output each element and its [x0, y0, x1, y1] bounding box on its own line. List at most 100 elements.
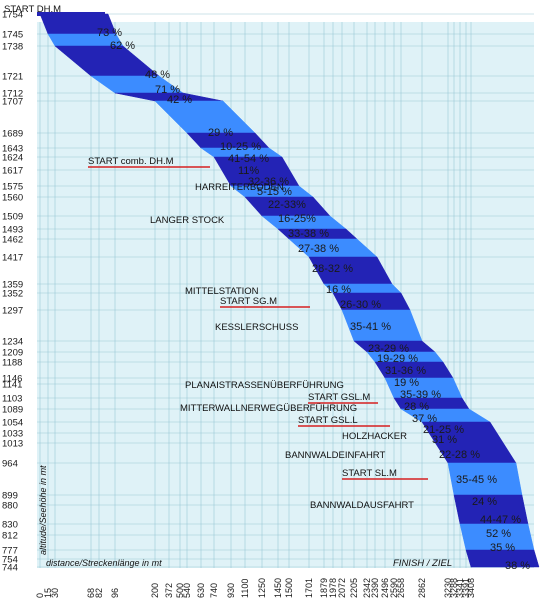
- y-tick-label: 1089: [2, 405, 23, 416]
- x-tick-label: 500: [175, 583, 185, 598]
- y-tick-label: 1103: [2, 394, 22, 405]
- gradient-label: 35-41 %: [350, 321, 391, 333]
- x-tick-label: 2390: [370, 578, 380, 598]
- x-tick-label: 3408: [466, 578, 476, 598]
- place-label: PLANAISTRASSENÜBERFÜHRUNG: [185, 380, 344, 391]
- x-tick-label: 1978: [328, 578, 338, 598]
- start-label: START GSL.L: [298, 415, 358, 426]
- x-tick-label: 740: [209, 583, 219, 598]
- gradient-label: 71 %: [155, 84, 180, 96]
- profile-band: [37, 12, 540, 568]
- x-tick-label: 1450: [273, 578, 283, 598]
- place-label: HARREITERBODEN: [195, 182, 284, 193]
- x-tick-label: 372: [164, 583, 174, 598]
- gradient-label: 62 %: [110, 40, 135, 52]
- x-tick-label: 540: [182, 583, 192, 598]
- y-axis-label: altitude/Seehöhe in mt: [38, 465, 48, 555]
- x-tick-label: 1701: [304, 578, 314, 598]
- start-labels: START DH.M START comb. DH.M START SG.M STAR…: [4, 4, 397, 479]
- y-tick-label: 1707: [2, 97, 23, 108]
- start-label: START SG.M: [220, 296, 277, 307]
- y-tick-label: 1617: [2, 166, 23, 177]
- gradient-label: 48 %: [145, 69, 170, 81]
- y-tick-label: 899: [2, 491, 18, 502]
- x-tick-label: 3391: [461, 578, 471, 598]
- gradient-label: 35-39 %: [400, 389, 441, 401]
- place-label: BANNWALDAUSFAHRT: [310, 500, 414, 511]
- y-tick-label: 1234: [2, 337, 23, 348]
- start-label: START GSL.M: [308, 392, 370, 403]
- y-tick-label: 1188: [2, 358, 22, 369]
- x-tick-label: 0: [35, 593, 45, 598]
- gradient-label: 35 %: [490, 542, 515, 554]
- y-tick-label: 1712: [2, 89, 23, 100]
- x-tick-label: 30: [50, 588, 60, 598]
- y-tick-label: 1146: [2, 374, 22, 385]
- gradient-label: 37 %: [412, 413, 437, 425]
- place-label: BANNWALDEINFAHRT: [285, 450, 385, 461]
- y-tick-label: 777: [2, 546, 18, 557]
- profile-segment: [465, 549, 540, 568]
- y-tick-label: 1054: [2, 418, 23, 429]
- x-tick-label: 2862: [417, 578, 427, 598]
- y-tick-label: 1417: [2, 253, 23, 264]
- y-tick-label: 1575: [2, 182, 23, 193]
- y-tick-label: 880: [2, 501, 18, 512]
- y-tick-label: 1745: [2, 30, 23, 41]
- y-tick-label: 1509: [2, 212, 23, 223]
- gradient-label: 28-32 %: [312, 263, 353, 275]
- x-tick-label: 15: [43, 588, 53, 598]
- x-tick-label: 2205: [349, 578, 359, 598]
- gradient-label: 26-30 %: [340, 299, 381, 311]
- x-tick-label: 930: [226, 583, 236, 598]
- gradient-label: 35-45 %: [456, 474, 497, 486]
- start-label: START comb. DH.M: [88, 156, 174, 167]
- x-tick-label: 1250: [257, 578, 267, 598]
- gradient-label: 73 %: [97, 27, 122, 39]
- gradient-label: 22-28 %: [439, 449, 480, 461]
- gradient-label: 23-29 %: [368, 343, 409, 355]
- x-tick-label: 3230: [443, 578, 453, 598]
- y-tick-label: 744: [2, 563, 18, 574]
- gradient-label: 11%: [238, 165, 259, 177]
- y-tick-label: 1462: [2, 235, 23, 246]
- y-tick-label: 754: [2, 555, 18, 566]
- x-tick-label: 2658: [396, 578, 406, 598]
- y-tick-label: 1493: [2, 225, 23, 236]
- x-tick-label: 2590: [389, 578, 399, 598]
- gradient-labels: 73 %62 % 48 % 71 %42 % 29 % 10-25 %41-54 %11…: [97, 27, 530, 572]
- y-tick-label: 1560: [2, 193, 23, 204]
- gradient-label: 27-38 %: [298, 243, 339, 255]
- place-label: HOLZHACKER: [342, 431, 407, 442]
- gradient-label: 38 %: [505, 560, 530, 572]
- gradient-label: 19-29 %: [377, 353, 418, 365]
- y-tick-label: 1689: [2, 129, 23, 140]
- y-tick-label: 1352: [2, 289, 23, 300]
- y-tick-label: 1738: [2, 42, 23, 53]
- place-labels: HARREITERBODEN LANGER STOCK MITTELSTATION K…: [150, 182, 414, 511]
- gradient-label: 44-47 %: [480, 514, 521, 526]
- gradient-label: 33-38 %: [288, 228, 329, 240]
- place-label: MITTELSTATION: [185, 286, 259, 297]
- gradient-label: 41-54 %: [228, 153, 269, 165]
- place-label: KESSLERSCHUSS: [215, 322, 298, 333]
- gradient-label: 29 %: [208, 127, 233, 139]
- gradient-label: 22-33%: [268, 199, 306, 211]
- gradient-label: 42 %: [167, 94, 192, 106]
- x-tick-label: 68: [86, 588, 96, 598]
- y-tick-label: 1013: [2, 439, 23, 450]
- start-markers: [88, 166, 428, 480]
- gradient-label: 24 %: [472, 496, 497, 508]
- gradient-label: 31 %: [432, 434, 457, 446]
- y-tick-label: 1721: [2, 72, 23, 83]
- x-tick-label: 2072: [337, 578, 347, 598]
- x-tick-label: 1879: [319, 578, 329, 598]
- y-tick-label: 964: [2, 459, 18, 470]
- gradient-label: 19 %: [394, 377, 419, 389]
- start-label: START DH.M: [4, 4, 61, 15]
- y-tick-label: 1141: [2, 380, 22, 391]
- x-tick-label: 82: [94, 588, 104, 598]
- place-label: MITTERWALLNERWEGÜBERFÜHRUNG: [180, 403, 357, 414]
